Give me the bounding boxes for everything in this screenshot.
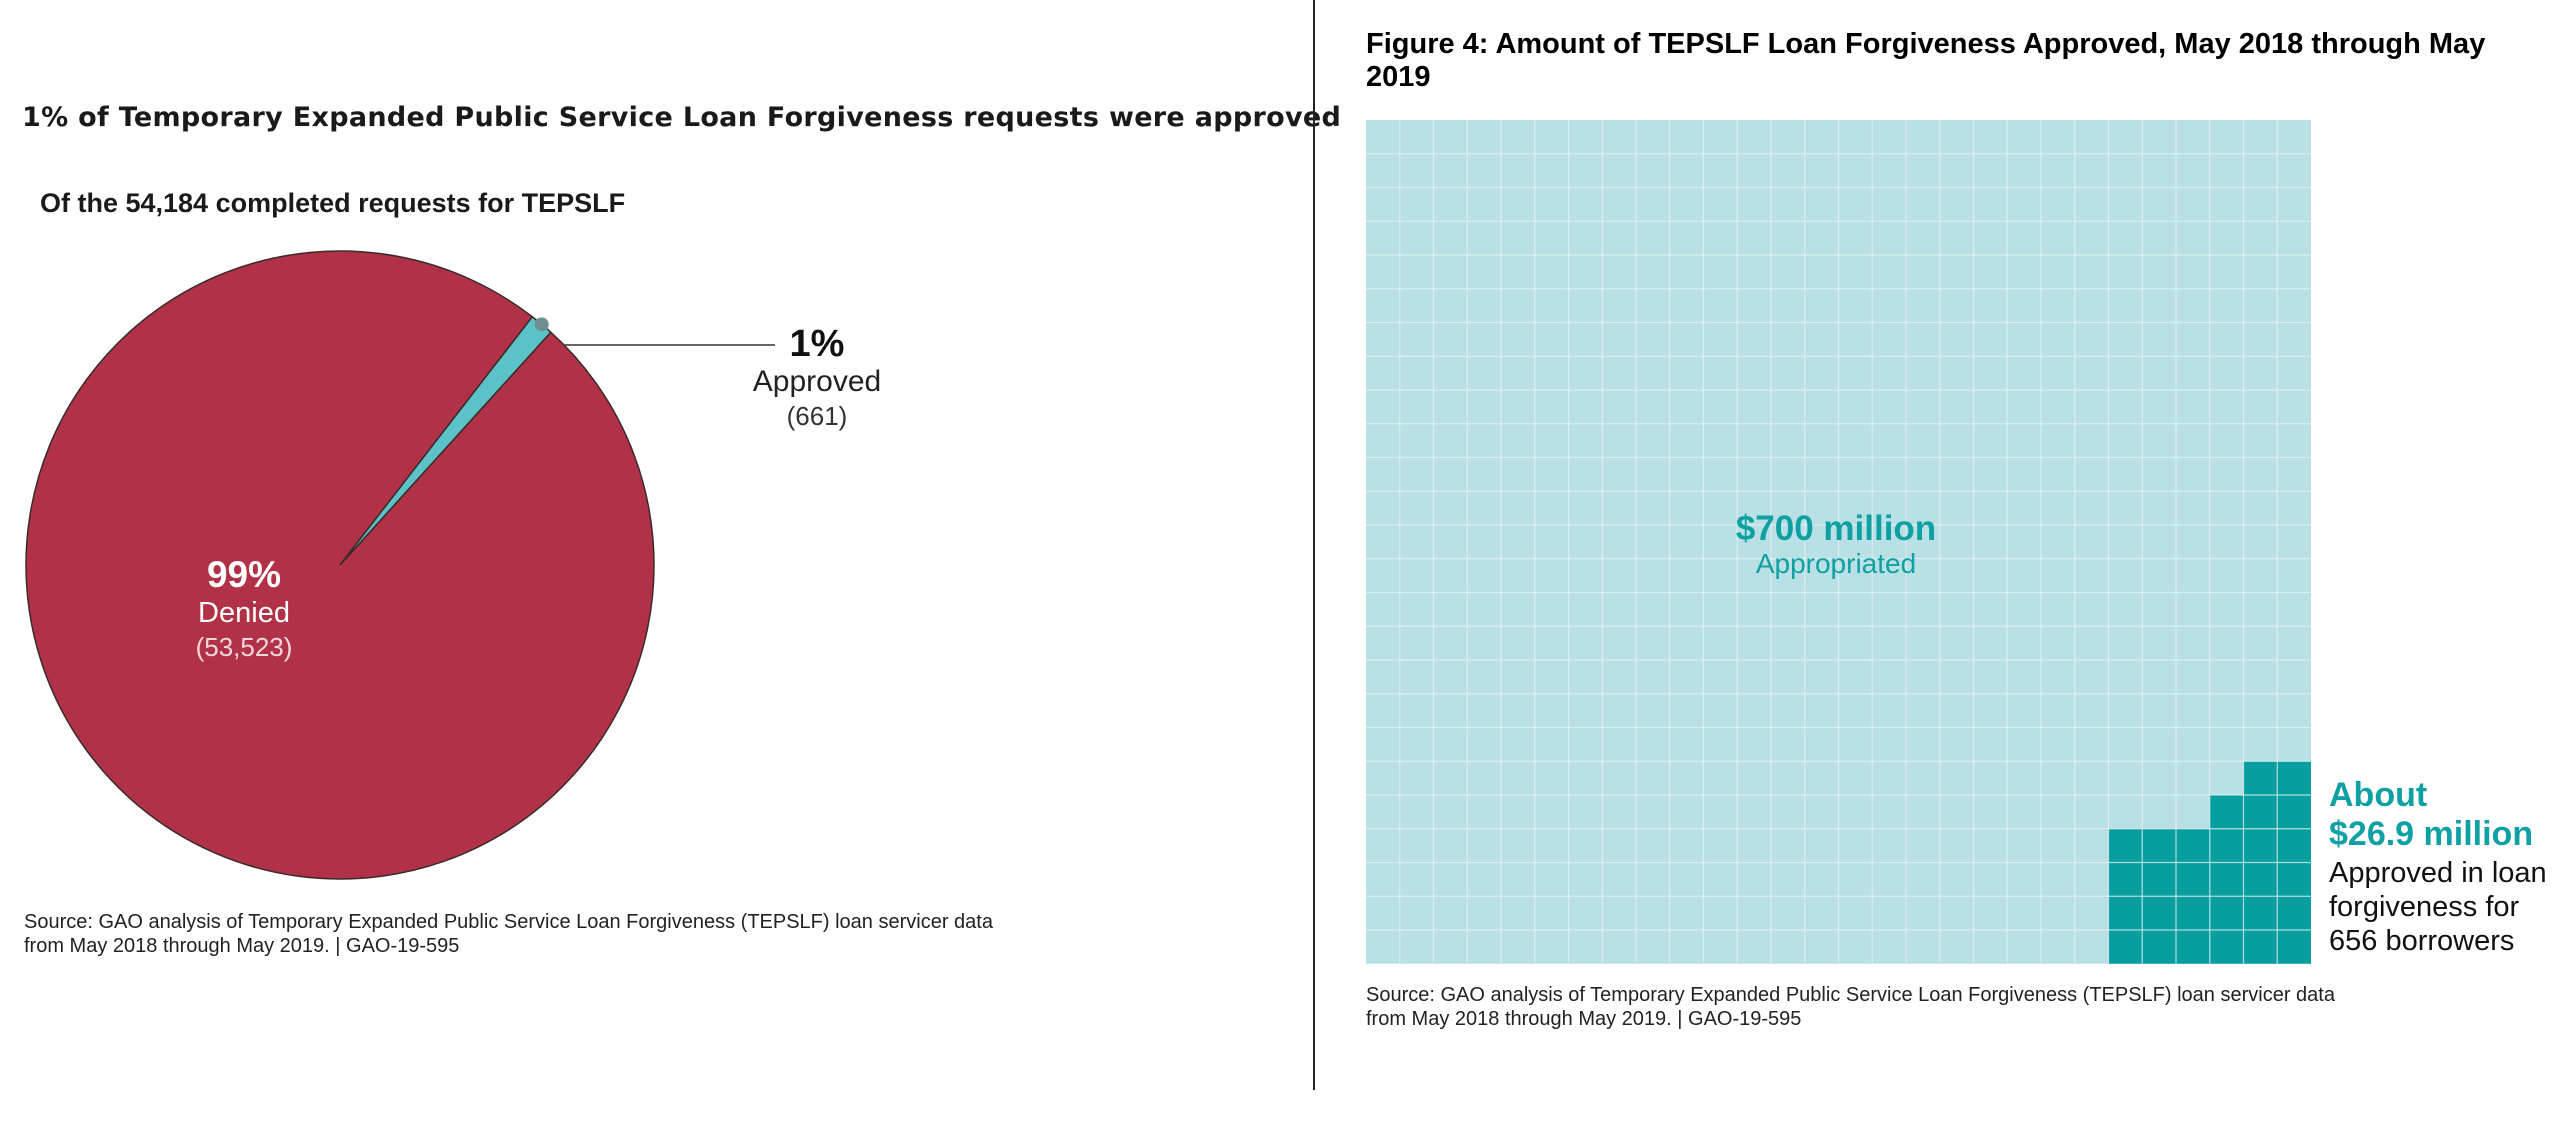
waffle-labels: $700 million Appropriated About $26.9 mi…	[1736, 509, 2547, 957]
denied-category-label: Denied	[198, 597, 290, 629]
total-value-label: $700 million	[1736, 509, 1936, 548]
waffle-approved-cell	[2277, 761, 2311, 795]
waffle-approved-cell	[2108, 930, 2143, 964]
waffle-approved-cell	[2142, 862, 2176, 897]
main-heading: 1% of Temporary Expanded Public Service …	[22, 102, 1342, 133]
waffle-approved-cell	[2176, 930, 2210, 964]
waffle-approved-cell	[2243, 761, 2278, 795]
waffle-approved-cell	[2243, 896, 2278, 930]
waffle-approved-cell	[2108, 896, 2143, 930]
approved-slice-marker	[534, 317, 549, 332]
waffle-approved-cell	[2209, 828, 2244, 863]
waffle-approved-cell	[2277, 896, 2311, 930]
pie-labels: 99% Denied (53,523) 1% Approved (661)	[196, 323, 882, 662]
waffle-approved-cell	[2176, 828, 2210, 863]
pie-slices	[25, 250, 655, 880]
waffle-approved-cell	[2209, 862, 2244, 897]
waffle-approved-area	[2108, 761, 2311, 964]
waffle-approved-cell	[2277, 795, 2311, 829]
waffle-approved-cell	[2277, 828, 2311, 863]
figure-title: Figure 4: Amount of TEPSLF Loan Forgiven…	[1366, 28, 2486, 93]
waffle-approved-cell	[2108, 862, 2143, 897]
waffle-approved-cell	[2176, 862, 2210, 897]
waffle-approved-cell	[2142, 930, 2176, 964]
pie-chart-title: Of the 54,184 completed requests for TEP…	[40, 188, 626, 218]
waffle-approved-cell	[2209, 930, 2244, 964]
denied-count-label: (53,523)	[196, 632, 293, 662]
approved-desc-line: forgiveness for	[2329, 891, 2520, 923]
approved-count-label: (661)	[787, 401, 848, 431]
waffle-approved-cell	[2243, 862, 2278, 897]
approved-value-label: $26.9 million	[2329, 815, 2533, 853]
denied-percent-label: 99%	[207, 554, 281, 595]
approved-percent-label: 1%	[790, 323, 845, 365]
waffle-approved-cell	[2209, 896, 2244, 930]
left-source-note: Source: GAO analysis of Temporary Expand…	[24, 910, 993, 958]
waffle-approved-cell	[2108, 828, 2143, 863]
waffle-cells	[1366, 120, 2311, 964]
waffle-approved-cell	[2243, 930, 2278, 964]
waffle-approved-cell	[2277, 862, 2311, 897]
approved-category-label: Approved	[753, 365, 881, 398]
waffle-approved-cell	[2277, 930, 2311, 964]
approved-about-label: About	[2329, 776, 2427, 814]
panel-divider	[1313, 0, 1315, 1090]
source-line: Source: GAO analysis of Temporary Expand…	[24, 911, 993, 933]
right-panel: Figure 4: Amount of TEPSLF Loan Forgiven…	[1316, 0, 2570, 1134]
source-line: from May 2018 through May 2019. | GAO-19…	[1366, 1008, 1802, 1030]
approved-desc-line: 656 borrowers	[2329, 925, 2514, 957]
source-line: from May 2018 through May 2019. | GAO-19…	[24, 935, 460, 957]
waffle-approved-cell	[2243, 795, 2278, 829]
waffle-chart: $700 million Appropriated About $26.9 mi…	[1366, 120, 2547, 964]
left-panel: 1% of Temporary Expanded Public Service …	[22, 102, 1341, 958]
total-category-label: Appropriated	[1756, 548, 1916, 579]
waffle-approved-cell	[2142, 828, 2176, 863]
source-line: Source: GAO analysis of Temporary Expand…	[1366, 984, 2335, 1006]
approved-desc-line: Approved in loan	[2329, 857, 2547, 889]
waffle-approved-cell	[2209, 795, 2244, 829]
waffle-approved-cell	[2142, 896, 2176, 930]
waffle-approved-cell	[2243, 828, 2278, 863]
right-source-note: Source: GAO analysis of Temporary Expand…	[1366, 983, 2335, 1031]
pie-chart: 99% Denied (53,523) 1% Approved (661)	[25, 250, 882, 880]
waffle-approved-cell	[2176, 896, 2210, 930]
